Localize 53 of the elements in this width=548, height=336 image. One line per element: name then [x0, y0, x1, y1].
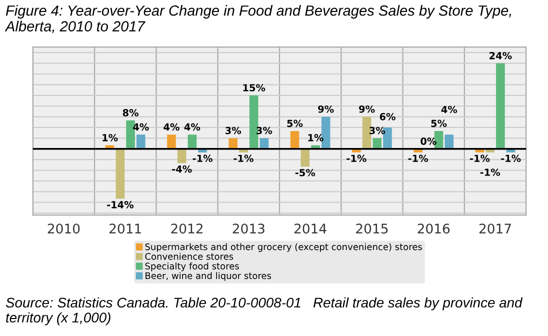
x-tick-label: 2012	[171, 224, 202, 234]
bar	[290, 131, 300, 149]
bar	[300, 148, 310, 167]
bar	[444, 134, 454, 149]
data-label: 4%	[164, 123, 180, 131]
data-label: 6%	[380, 112, 396, 120]
legend-label: Specialty food stores	[145, 262, 239, 272]
bar	[383, 127, 392, 149]
bar	[496, 63, 505, 149]
bar	[136, 134, 146, 149]
data-label: 5%	[287, 120, 303, 128]
data-label: -1%	[192, 154, 212, 162]
data-label: 4%	[441, 106, 458, 114]
data-label: -1%	[346, 154, 366, 162]
data-label: 15%	[243, 84, 266, 92]
data-label: -1%	[501, 154, 521, 162]
legend-label: Convenience stores	[145, 252, 234, 260]
data-label: -1%	[480, 168, 500, 176]
data-label: 8%	[122, 109, 138, 116]
x-tick-label: 2010	[48, 224, 80, 234]
bar	[126, 120, 135, 149]
x-tick-label: 2011	[110, 224, 141, 234]
data-label: -1%	[234, 154, 254, 162]
legend-label: Beer, wine and liquor stores	[146, 272, 272, 281]
x-tick-label: 2014	[294, 224, 326, 234]
data-label: 5%	[431, 120, 447, 128]
x-tick-label: 2013	[232, 224, 264, 234]
bar	[188, 134, 197, 149]
x-tick-label: 2017	[479, 224, 511, 234]
data-label: -1%	[470, 154, 490, 162]
source-note: Source: Statistics Canada. Table 20-10-0008-01 Retail trade sales by province and territory (x 1,000)	[6, 297, 523, 326]
data-label: 9%	[318, 105, 334, 113]
data-label: -1%	[408, 154, 428, 162]
x-tick-label: 2015	[356, 224, 388, 234]
bar	[116, 148, 125, 199]
data-label: 1%	[102, 134, 118, 142]
bar	[167, 134, 176, 149]
data-label: 4%	[184, 123, 200, 131]
data-label: 9%	[359, 105, 375, 113]
data-label: -14%	[107, 201, 134, 208]
bar	[372, 138, 382, 149]
bar	[249, 95, 258, 149]
data-label: 3%	[226, 126, 242, 134]
bar	[177, 148, 186, 164]
data-label: -5%	[295, 168, 316, 176]
bar	[362, 116, 372, 149]
chart-title: Figure 4: Year-over-Year Change in Food and Beverages Sales by Store Type, Alberta, 2010 to 2017	[4, 5, 512, 34]
x-tick-label: 2016	[418, 224, 450, 234]
bar	[228, 138, 238, 149]
data-label: -4%	[172, 165, 192, 173]
bar	[260, 138, 269, 149]
data-label: 24%	[490, 52, 512, 60]
legend-label: Supermarkets and other grocery (except convenience) stores	[145, 243, 422, 252]
